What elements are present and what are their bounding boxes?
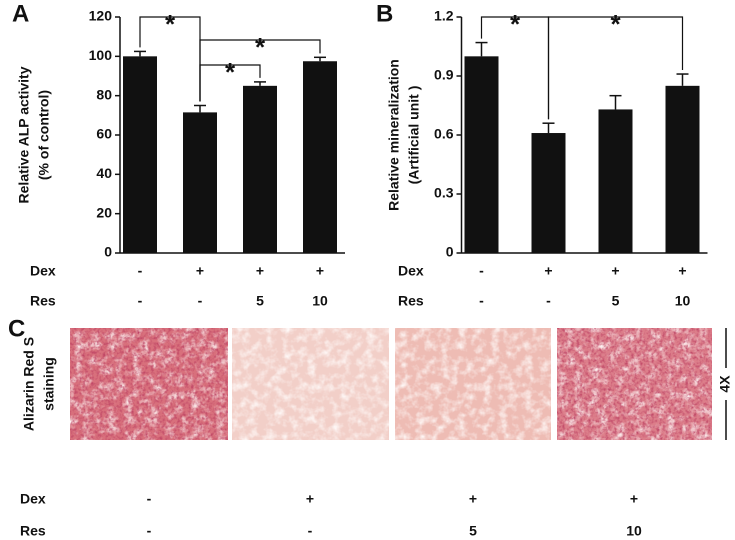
- condition-value: +: [544, 263, 552, 279]
- condition-value: +: [316, 263, 324, 279]
- condition-value: -: [479, 263, 484, 279]
- condition-label: Dex: [398, 263, 424, 279]
- bar: [665, 85, 700, 253]
- bar: [598, 109, 633, 253]
- panel-label: A: [12, 0, 29, 27]
- condition-value: -: [308, 523, 313, 539]
- significance-label: *: [165, 9, 176, 39]
- y-tick-label: 100: [89, 47, 113, 63]
- bar: [531, 133, 566, 253]
- staining-texture: [557, 328, 712, 440]
- staining-texture: [232, 328, 389, 440]
- bar: [303, 61, 337, 253]
- condition-value: -: [138, 293, 143, 309]
- y-axis-label: Relative mineralization: [386, 59, 402, 211]
- significance-label: *: [255, 32, 266, 62]
- significance-bracket: [547, 16, 684, 120]
- condition-value: -: [147, 523, 152, 539]
- condition-value: 5: [256, 293, 264, 309]
- significance-label: *: [510, 9, 521, 39]
- bar: [464, 56, 499, 254]
- magnification: 4X: [717, 375, 733, 393]
- significance-bracket: [199, 64, 261, 102]
- bar: [123, 56, 157, 254]
- staining-images: [70, 328, 712, 440]
- condition-value: +: [256, 263, 264, 279]
- condition-value: -: [479, 293, 484, 309]
- y-axis-label: Relative ALP activity: [16, 66, 32, 203]
- condition-value: 10: [626, 523, 642, 539]
- y-tick-label: 60: [96, 126, 112, 142]
- condition-label: Res: [398, 293, 424, 309]
- condition-value: -: [147, 491, 152, 507]
- significance-label: *: [225, 57, 236, 87]
- bar: [243, 85, 277, 253]
- condition-label: Res: [20, 523, 46, 539]
- staining-texture: [395, 328, 551, 440]
- y-tick-label: 80: [96, 86, 112, 102]
- y-tick-label: 120: [89, 8, 113, 24]
- bar: [183, 112, 217, 253]
- condition-value: +: [306, 491, 314, 507]
- y-tick-label: 0: [446, 244, 454, 260]
- condition-value: +: [611, 263, 619, 279]
- condition-label: Res: [30, 293, 56, 309]
- y-tick-label: 40: [96, 165, 112, 181]
- significance-label: *: [610, 9, 621, 39]
- y-tick-label: 0.6: [434, 126, 454, 142]
- panel-label: C: [8, 315, 25, 342]
- condition-value: -: [546, 293, 551, 309]
- condition-value: +: [469, 491, 477, 507]
- condition-label: Dex: [30, 263, 56, 279]
- condition-value: 5: [612, 293, 620, 309]
- condition-value: +: [678, 263, 686, 279]
- y-tick-label: 0: [104, 244, 112, 260]
- y-tick-label: 0.3: [434, 185, 454, 201]
- y-axis-label: (Artificial unit ): [406, 86, 422, 185]
- y-tick-label: 1.2: [434, 8, 454, 24]
- condition-label: Dex: [20, 491, 46, 507]
- y-axis-label: staining: [41, 357, 57, 411]
- y-tick-label: 20: [96, 204, 112, 220]
- y-tick-label: 0.9: [434, 67, 454, 83]
- panel-label: B: [376, 0, 393, 27]
- condition-value: 10: [675, 293, 691, 309]
- condition-value: 10: [312, 293, 328, 309]
- condition-value: -: [198, 293, 203, 309]
- condition-value: +: [196, 263, 204, 279]
- condition-value: +: [630, 491, 638, 507]
- condition-value: 5: [469, 523, 477, 539]
- condition-value: -: [138, 263, 143, 279]
- staining-texture: [70, 328, 228, 440]
- y-axis-label: (% of control): [36, 90, 52, 180]
- y-axis-label: Alizarin Red S: [21, 337, 37, 431]
